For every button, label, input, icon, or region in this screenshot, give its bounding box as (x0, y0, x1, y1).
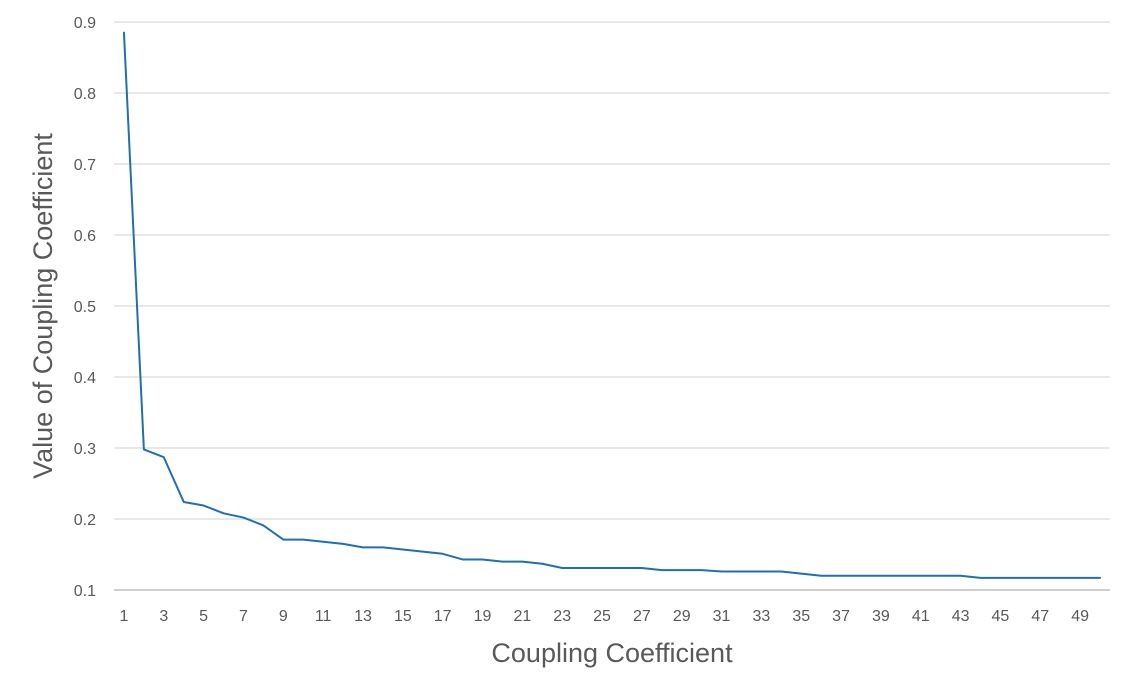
y-tick-label: 0.8 (74, 86, 96, 103)
y-tick-label: 0.4 (74, 370, 96, 387)
x-tick-label: 19 (474, 608, 492, 625)
x-tick-label: 21 (513, 608, 531, 625)
x-tick-label: 41 (912, 608, 930, 625)
gridlines (114, 21, 1110, 520)
x-tick-label: 9 (279, 608, 288, 625)
x-tick-label: 47 (1031, 608, 1049, 625)
x-tick-label: 43 (952, 608, 970, 625)
x-tick-label: 29 (673, 608, 691, 625)
series-layer (122, 31, 1102, 579)
y-tick-label: 0.6 (74, 228, 96, 245)
x-tick-label: 25 (593, 608, 611, 625)
x-tick-label: 15 (394, 608, 412, 625)
y-tick-label: 0.2 (74, 512, 96, 529)
y-tick-label: 0.3 (74, 441, 96, 458)
y-tick-label: 0.9 (74, 15, 96, 32)
x-tick-label: 1 (120, 608, 129, 625)
x-tick-label: 27 (633, 608, 651, 625)
x-tick-label: 49 (1071, 608, 1089, 625)
x-tick-label: 11 (315, 608, 332, 625)
x-tick-label: 39 (872, 608, 890, 625)
x-tick-label: 23 (553, 608, 571, 625)
x-tick-label: 33 (753, 608, 771, 625)
y-tick-label: 0.1 (74, 583, 96, 600)
y-axis-title: Value of Coupling Coefficient (28, 133, 58, 479)
x-tick-label: 37 (832, 608, 850, 625)
x-tick-label: 17 (434, 608, 452, 625)
tick-labels: 0.10.20.30.40.50.60.70.80.91 3 5 7 9 11 13 15 17… (74, 15, 1089, 625)
y-tick-label: 0.5 (74, 299, 96, 316)
x-axis-title: Coupling Coefficient (491, 638, 733, 668)
series-line (122, 31, 1102, 579)
x-tick-label: 31 (713, 608, 731, 625)
x-tick-label: 5 (199, 608, 208, 625)
x-tick-label: 3 (159, 608, 168, 625)
x-tick-label: 45 (992, 608, 1010, 625)
y-tick-label: 0.7 (74, 157, 96, 174)
x-tick-label: 7 (239, 608, 248, 625)
x-tick-label: 35 (792, 608, 810, 625)
x-tick-label: 13 (354, 608, 372, 625)
